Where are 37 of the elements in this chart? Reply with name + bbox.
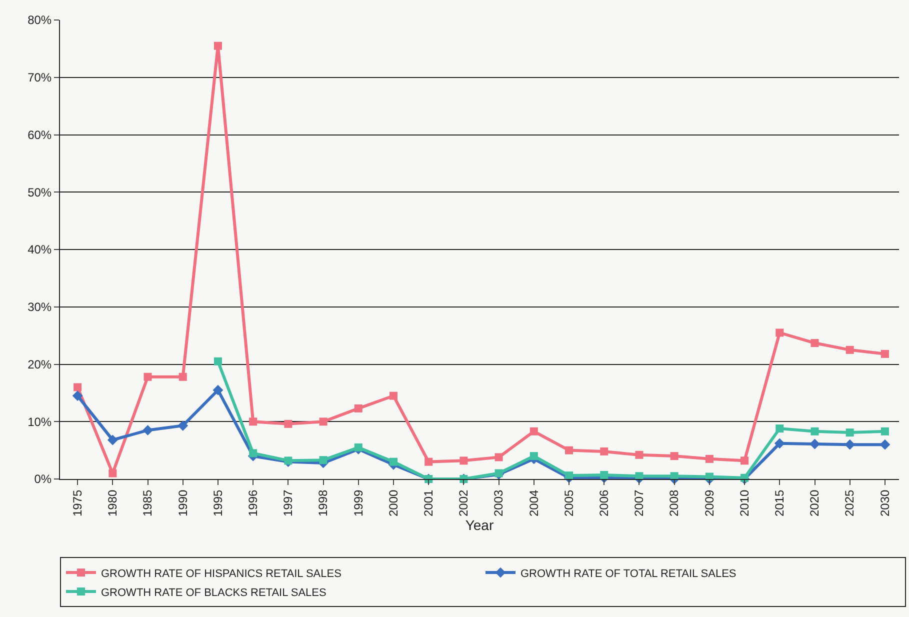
x-tick-label: 1998 (316, 489, 330, 517)
x-tick-label: 1996 (246, 489, 260, 517)
y-tick-label: 30% (28, 300, 52, 314)
x-tick-label: 2002 (456, 489, 471, 517)
x-tick-label: 1990 (176, 489, 190, 517)
y-tick-label: 0% (34, 472, 52, 486)
y-tick-label: 80% (28, 13, 52, 28)
x-tick-label: 1997 (281, 489, 296, 517)
x-tick-label: 2004 (526, 489, 541, 517)
x-axis-title: Year (465, 516, 494, 533)
x-tick-label: 2010 (737, 489, 752, 517)
y-tick-label: 50% (28, 185, 52, 200)
legend-label: GROWTH RATE OF HISPANICS RETAIL SALES (101, 568, 342, 580)
x-tick-label: 2000 (386, 489, 400, 517)
y-tick-label: 10% (28, 414, 52, 429)
x-tick-label: 2007 (632, 489, 646, 517)
y-tick-label: 60% (28, 128, 52, 142)
x-tick-label: 2009 (702, 489, 716, 517)
legend-label: GROWTH RATE OF TOTAL RETAIL SALES (520, 568, 736, 580)
x-tick-label: 2003 (492, 489, 506, 517)
x-tick-label: 2020 (808, 489, 822, 517)
x-tick-label: 1975 (70, 489, 84, 517)
y-tick-label: 40% (28, 242, 52, 257)
y-tick-label: 70% (28, 70, 52, 85)
x-tick-label: 2001 (422, 489, 436, 517)
x-tick-label: 1985 (140, 489, 155, 517)
x-tick-label: 2030 (878, 489, 892, 517)
x-tick-label: 1980 (106, 489, 120, 517)
y-tick-label: 20% (28, 357, 52, 372)
x-tick-label: 2008 (667, 489, 682, 517)
x-tick-label: 2025 (842, 489, 857, 517)
x-tick-label: 2015 (772, 489, 787, 517)
x-tick-label: 1999 (351, 489, 366, 517)
x-tick-label: 1995 (210, 489, 225, 517)
x-tick-label: 2006 (597, 489, 612, 517)
x-tick-label: 2005 (562, 489, 576, 517)
legend-label: GROWTH RATE OF BLACKS RETAIL SALES (101, 586, 326, 599)
